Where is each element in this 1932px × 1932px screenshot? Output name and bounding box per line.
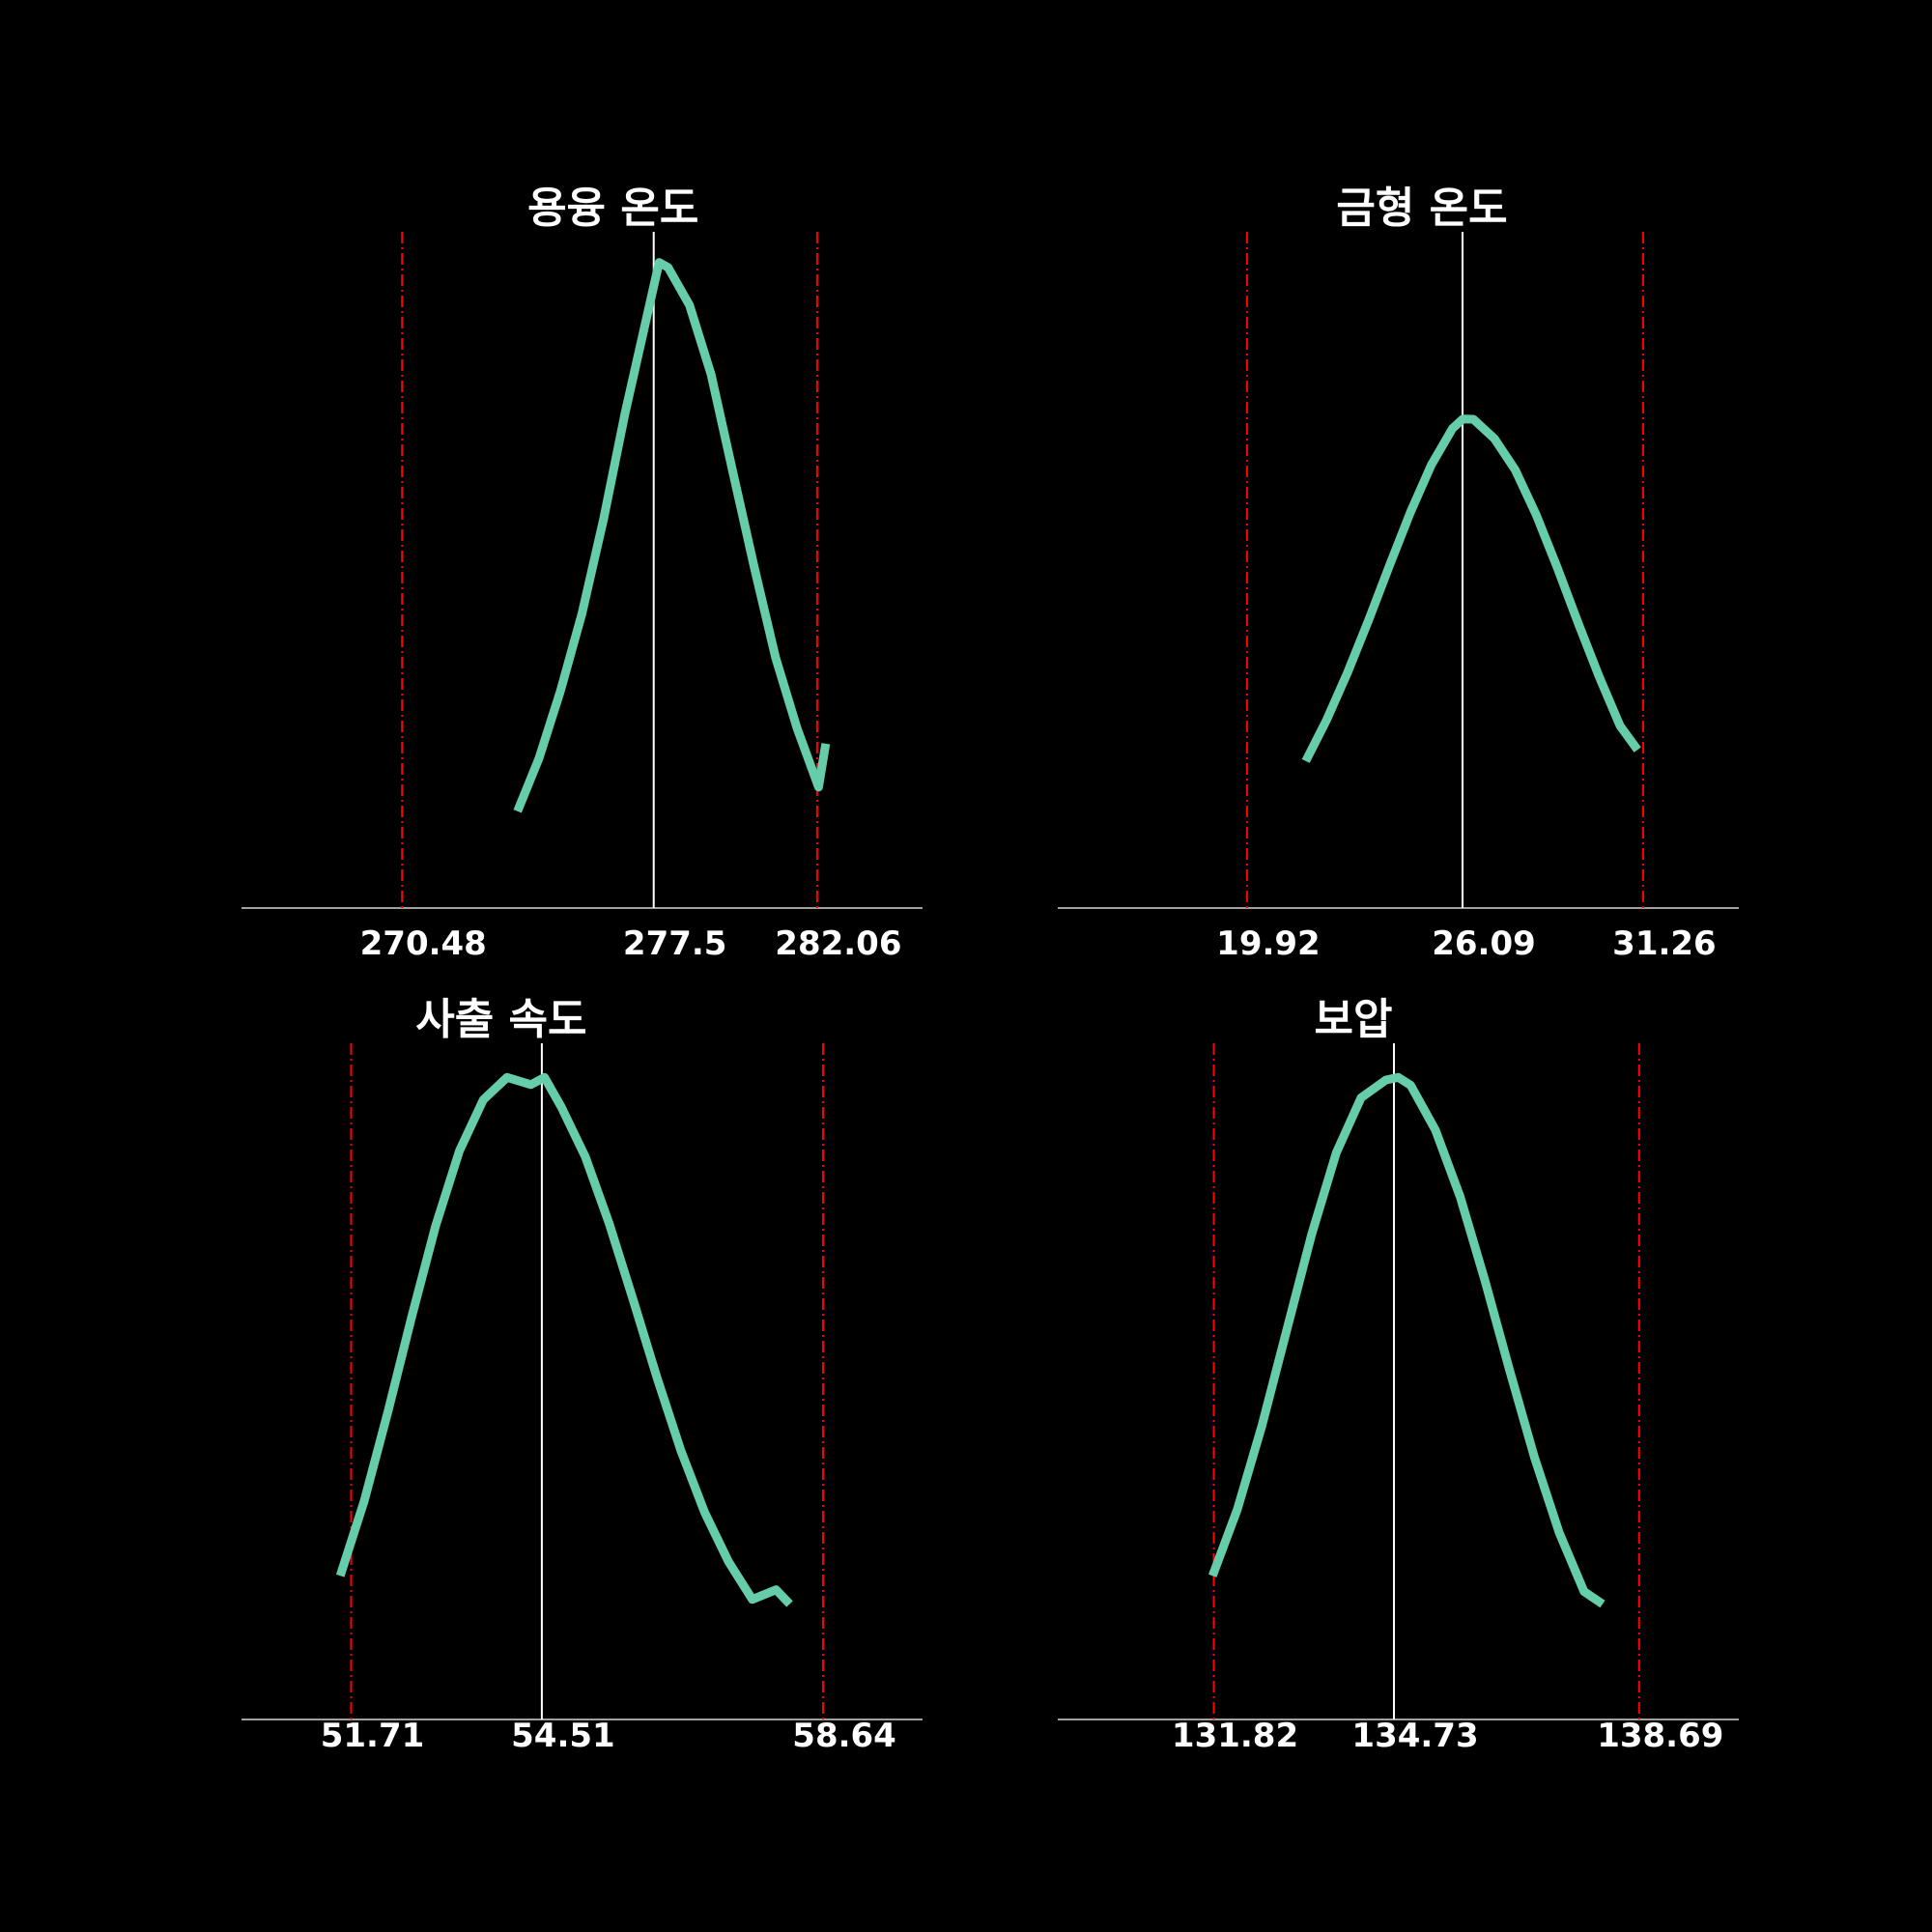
panel-title: 금형 온도 <box>1336 184 1507 233</box>
distribution-curve <box>1301 414 1641 763</box>
distribution-curve <box>1208 1072 1605 1608</box>
distribution-curve <box>513 258 831 813</box>
distribution-curve <box>335 1072 793 1607</box>
tick-label-usl: 58.64 <box>792 1717 896 1755</box>
tick-label-lsl: 270.48 <box>360 924 487 963</box>
tick-label-center: 26.09 <box>1432 924 1536 963</box>
tick-label-center: 54.51 <box>511 1717 615 1755</box>
tick-label-usl: 31.26 <box>1612 924 1717 963</box>
tick-label-center: 134.73 <box>1351 1717 1478 1755</box>
tick-label-center: 277.5 <box>623 924 727 963</box>
chart-panel-2: 금형 온도 19.92 26.09 31.26 <box>1058 184 1739 963</box>
tick-label-usl: 282.06 <box>775 924 901 963</box>
tick-label-usl: 138.69 <box>1597 1717 1723 1755</box>
chart-panel-1: 용융 온도 270.48 277.5 282.06 <box>242 184 923 963</box>
panel-title: 보압 <box>1315 995 1393 1044</box>
panel-title: 용융 온도 <box>527 184 698 233</box>
tick-label-lsl: 131.82 <box>1172 1717 1298 1755</box>
chart-panel-3: 사출 속도 51.71 54.51 58.64 <box>242 995 923 1755</box>
tick-label-lsl: 51.71 <box>321 1717 425 1755</box>
panel-title: 사출 속도 <box>415 995 586 1044</box>
tick-label-lsl: 19.92 <box>1216 924 1321 963</box>
chart-panel-4: 보압 131.82 134.73 138.69 <box>1058 995 1739 1755</box>
